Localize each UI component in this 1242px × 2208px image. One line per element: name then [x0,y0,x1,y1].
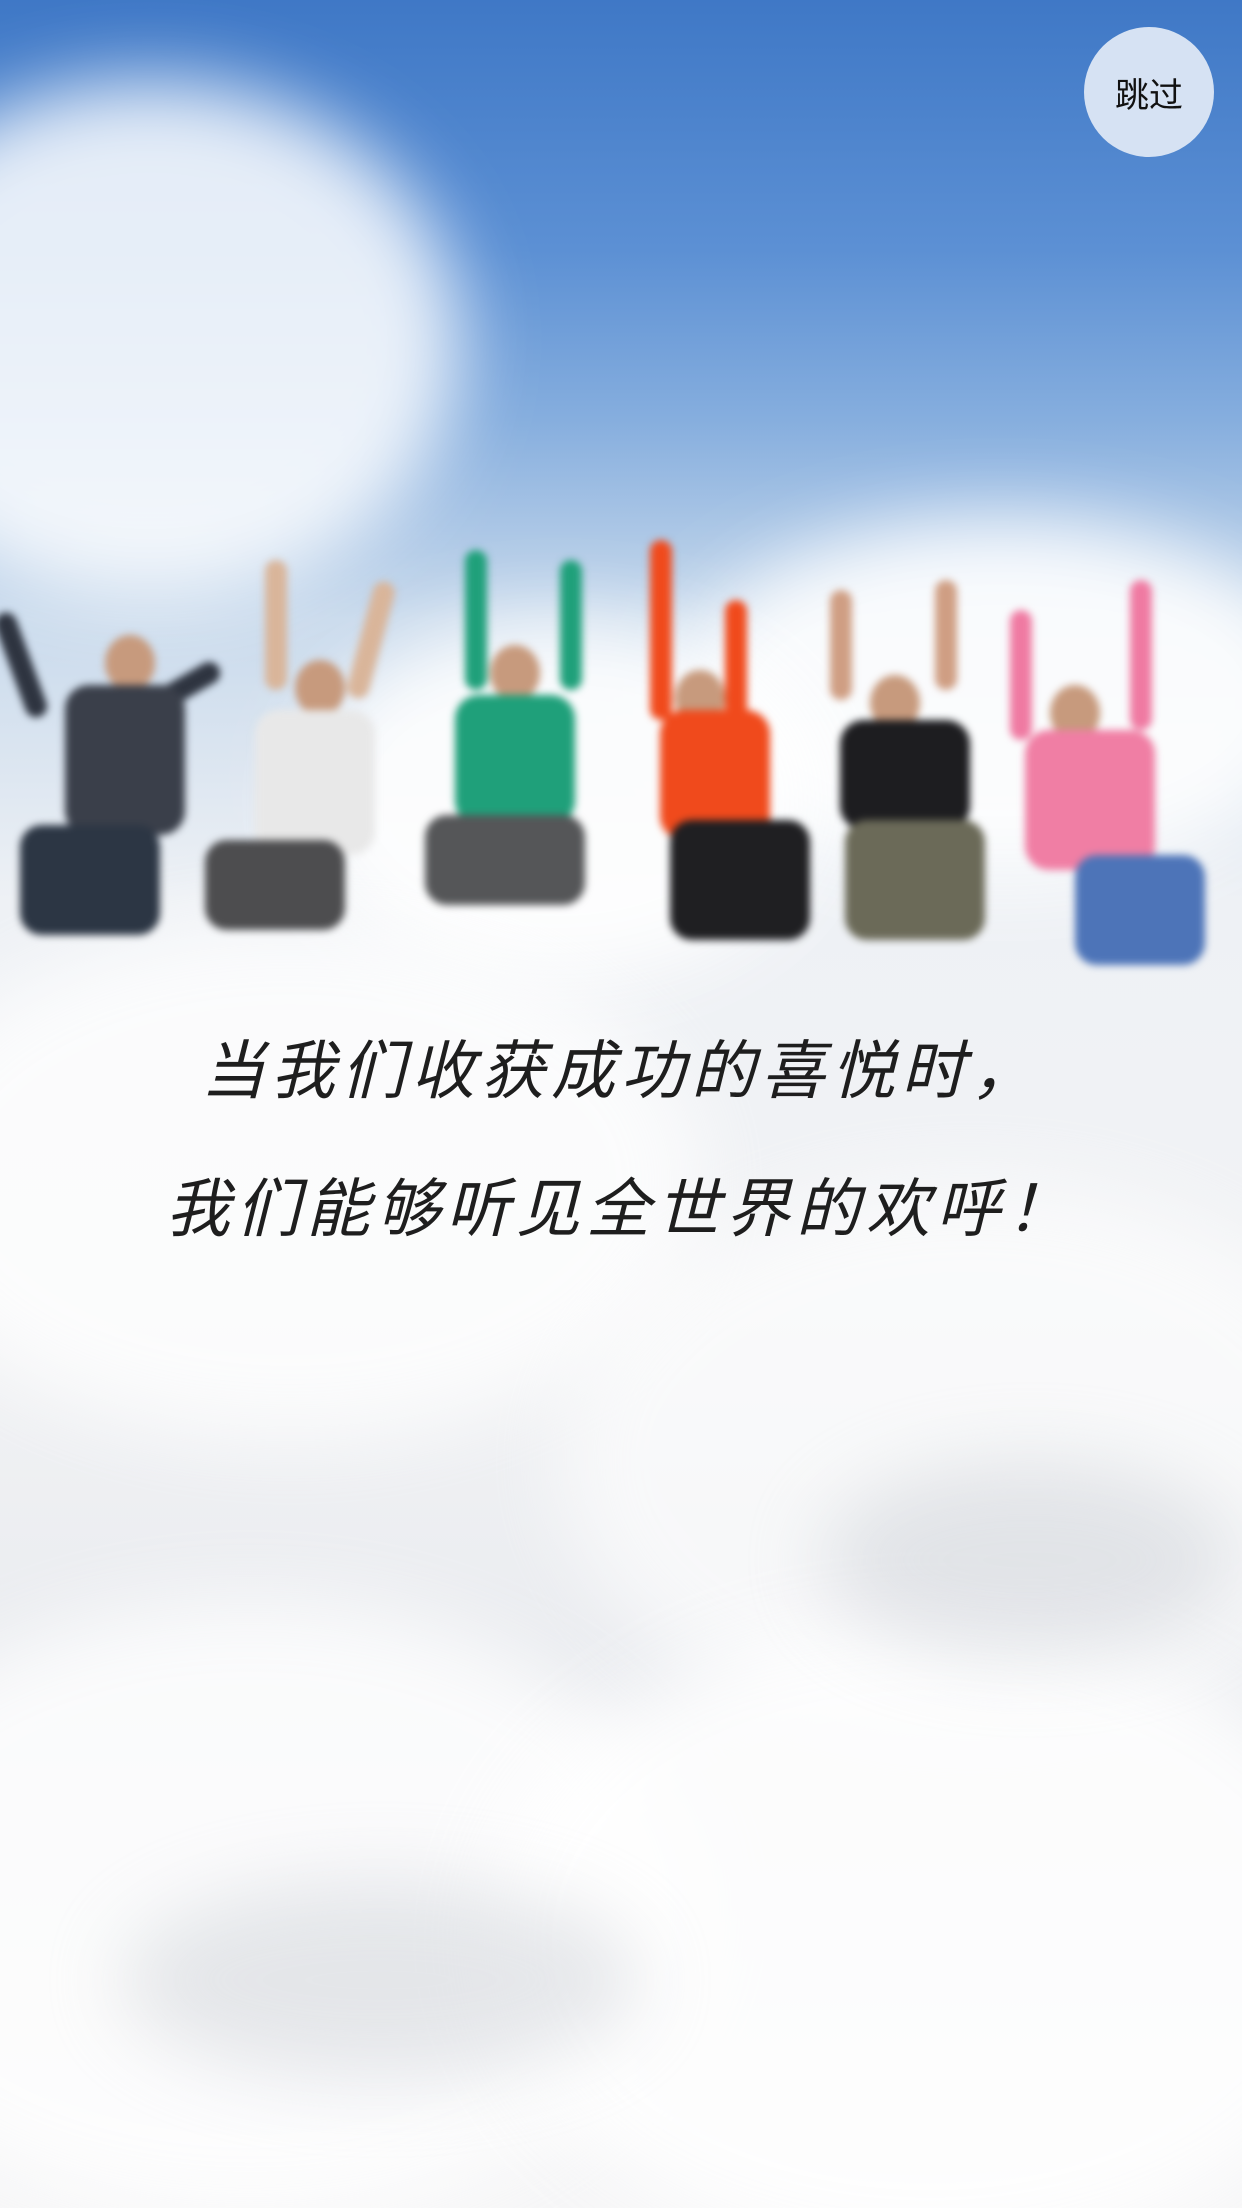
caption-line-2: 我们能够听见全世界的欢呼！ [166,1173,1076,1247]
skip-button[interactable]: 跳过 [1084,27,1214,157]
jumping-people-photo [0,520,1242,1000]
cloud [480,1620,1242,2208]
cloud-shadow [120,1880,640,2080]
cloud [0,920,700,1440]
cloud-shadow [820,1460,1240,1660]
caption-line-1: 当我们收获成功的喜悦时， [201,1035,1041,1109]
